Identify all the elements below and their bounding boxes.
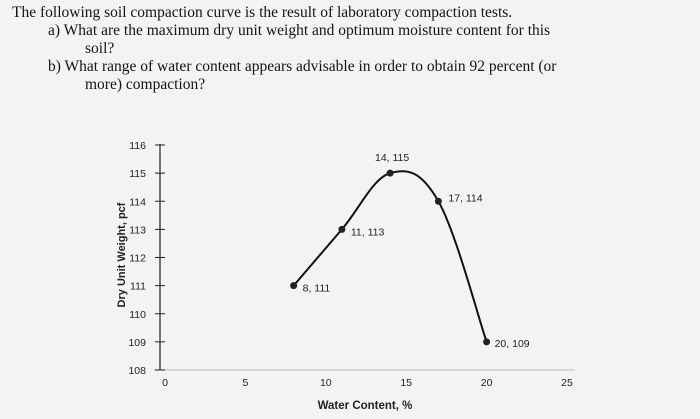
x-tick-label: 15 bbox=[400, 377, 412, 389]
data-label: 20, 109 bbox=[495, 338, 530, 350]
y-axis-title: Dry Unit Weight, pcf bbox=[116, 202, 128, 307]
x-ticks: 0 5 10 15 20 25 bbox=[162, 377, 573, 389]
y-tick-label: 111 bbox=[130, 281, 146, 293]
x-tick-label: 10 bbox=[320, 377, 332, 389]
part-a-text: What are the maximum dry unit weight and… bbox=[63, 22, 551, 39]
y-tick-label: 115 bbox=[129, 168, 146, 180]
y-tick-label: 108 bbox=[128, 365, 146, 377]
part-a-label: a) bbox=[48, 22, 61, 39]
data-label: 14, 115 bbox=[375, 152, 409, 164]
x-axis-title: Water Content, % bbox=[318, 400, 413, 412]
compaction-curve bbox=[292, 170, 488, 343]
x-tick-label: 0 bbox=[162, 377, 168, 389]
part-b-line2: more) compaction? bbox=[85, 76, 206, 93]
y-tick-label: 116 bbox=[129, 140, 146, 152]
data-label: 8, 111 bbox=[303, 283, 331, 295]
y-tick-label: 113 bbox=[129, 224, 146, 236]
y-tick-label: 109 bbox=[128, 337, 146, 349]
part-a-line2: soil? bbox=[85, 40, 115, 57]
data-points: 8, 111 11, 113 14, 115 17, 114 20, 109 bbox=[290, 152, 530, 350]
data-point-marker bbox=[338, 225, 346, 233]
data-point-marker bbox=[434, 197, 442, 205]
data-label: 11, 113 bbox=[351, 226, 385, 238]
part-b-label: b) bbox=[48, 58, 61, 75]
part-b-text: What range of water content appears advi… bbox=[64, 58, 557, 75]
y-tick-label: 110 bbox=[129, 309, 146, 321]
data-point-marker bbox=[386, 169, 394, 177]
question-intro: The following soil compaction curve is t… bbox=[12, 4, 513, 21]
data-point-marker bbox=[290, 282, 298, 290]
x-tick-label: 20 bbox=[481, 377, 493, 389]
y-tick-label: 114 bbox=[129, 196, 146, 208]
data-point-marker bbox=[483, 338, 491, 346]
y-ticks: 108 109 110 111 112 113 114 115 116 bbox=[128, 140, 165, 377]
x-tick-label: 25 bbox=[561, 377, 573, 389]
y-tick-label: 112 bbox=[129, 253, 146, 265]
question-text: The following soil compaction curve is t… bbox=[12, 4, 692, 94]
x-tick-label: 5 bbox=[242, 377, 248, 389]
data-label: 17, 114 bbox=[448, 192, 482, 204]
part-a-line1: a) What are the maximum dry unit weight … bbox=[12, 22, 692, 40]
part-b-line1: b) What range of water content appears a… bbox=[12, 58, 692, 76]
